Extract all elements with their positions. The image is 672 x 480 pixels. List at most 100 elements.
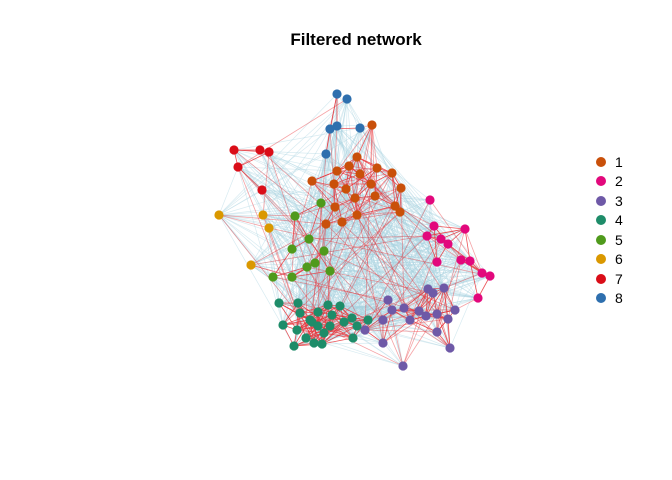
between-cluster-edge bbox=[261, 189, 345, 323]
between-cluster-edge bbox=[336, 125, 389, 301]
between-cluster-edge bbox=[218, 153, 327, 216]
between-cluster-edge bbox=[336, 125, 402, 189]
between-cluster-edge bbox=[314, 261, 438, 264]
within-cluster-edge bbox=[403, 288, 429, 309]
within-cluster-edge bbox=[402, 288, 429, 367]
between-cluster-edge bbox=[323, 250, 389, 301]
between-cluster-edge bbox=[309, 170, 338, 321]
within-cluster-edge bbox=[391, 238, 442, 311]
between-cluster-edge bbox=[314, 124, 373, 264]
between-cluster-edge bbox=[359, 127, 420, 312]
between-cluster-edge bbox=[268, 227, 280, 304]
within-cluster-edge bbox=[320, 202, 325, 252]
within-cluster-edge bbox=[237, 98, 348, 168]
within-cluster-edge bbox=[311, 180, 347, 190]
node-cluster-4 bbox=[289, 341, 299, 351]
between-cluster-edge bbox=[293, 206, 336, 347]
between-cluster-edge bbox=[262, 214, 366, 331]
within-cluster-edge bbox=[261, 189, 310, 240]
between-cluster-edge bbox=[308, 153, 327, 240]
between-cluster-edge bbox=[306, 205, 396, 268]
within-cluster-edge bbox=[402, 313, 438, 367]
node-cluster-1 bbox=[355, 169, 365, 179]
between-cluster-edge bbox=[293, 180, 313, 347]
between-cluster-edge bbox=[291, 125, 338, 250]
between-cluster-edge bbox=[218, 214, 393, 311]
between-cluster-edge bbox=[261, 189, 428, 237]
node-cluster-4 bbox=[325, 321, 335, 331]
between-cluster-edge bbox=[313, 214, 358, 344]
node-cluster-3 bbox=[432, 309, 442, 319]
between-cluster-edge bbox=[233, 149, 405, 309]
between-cluster-edge bbox=[333, 183, 429, 290]
between-cluster-edge bbox=[291, 124, 373, 278]
legend-item-8: 8 bbox=[596, 289, 623, 309]
node-cluster-3 bbox=[439, 283, 449, 293]
between-cluster-edge bbox=[237, 166, 310, 240]
node-cluster-5 bbox=[287, 244, 297, 254]
between-cluster-edge bbox=[278, 214, 358, 304]
between-cluster-edge bbox=[218, 214, 316, 264]
between-cluster-edge bbox=[325, 223, 483, 274]
within-cluster-edge bbox=[370, 124, 373, 185]
node-cluster-2 bbox=[429, 221, 439, 231]
within-cluster-edge bbox=[309, 305, 341, 321]
node-cluster-4 bbox=[301, 333, 311, 343]
between-cluster-edge bbox=[403, 238, 442, 309]
node-cluster-7 bbox=[233, 162, 243, 172]
node-cluster-2 bbox=[477, 268, 487, 278]
between-cluster-edge bbox=[297, 221, 343, 304]
node-cluster-2 bbox=[460, 224, 470, 234]
between-cluster-edge bbox=[306, 153, 327, 268]
between-cluster-edge bbox=[272, 276, 479, 299]
node-cluster-2 bbox=[473, 293, 483, 303]
between-cluster-edge bbox=[346, 98, 456, 311]
between-cluster-edge bbox=[400, 187, 451, 349]
within-cluster-edge bbox=[327, 270, 331, 306]
between-cluster-edge bbox=[343, 205, 396, 323]
between-cluster-edge bbox=[311, 180, 462, 261]
between-cluster-edge bbox=[297, 180, 313, 304]
between-cluster-edge bbox=[320, 188, 347, 204]
node-cluster-5 bbox=[302, 262, 312, 272]
within-cluster-edge bbox=[359, 173, 411, 321]
within-cluster-edge bbox=[364, 299, 389, 331]
node-cluster-4 bbox=[317, 339, 327, 349]
node-cluster-2 bbox=[436, 234, 446, 244]
between-cluster-edge bbox=[336, 170, 442, 240]
between-cluster-edge bbox=[237, 166, 449, 320]
between-cluster-edge bbox=[370, 183, 466, 230]
between-cluster-edge bbox=[352, 307, 405, 339]
within-cluster-edge bbox=[364, 329, 438, 333]
within-cluster-edge bbox=[409, 288, 429, 321]
between-cluster-edge bbox=[218, 214, 449, 245]
legend-item-2: 2 bbox=[596, 172, 623, 192]
between-cluster-edge bbox=[321, 342, 384, 345]
node-cluster-4 bbox=[309, 338, 319, 348]
within-cluster-edge bbox=[382, 319, 411, 344]
node-cluster-1 bbox=[387, 168, 397, 178]
within-cluster-edge bbox=[354, 124, 373, 199]
between-cluster-edge bbox=[250, 264, 429, 290]
within-cluster-edge bbox=[291, 276, 319, 313]
between-cluster-edge bbox=[314, 262, 404, 367]
between-cluster-edge bbox=[259, 149, 310, 240]
between-cluster-edge bbox=[233, 149, 333, 316]
within-cluster-edge bbox=[262, 151, 270, 216]
node-cluster-4 bbox=[293, 298, 303, 308]
between-cluster-edge bbox=[291, 248, 445, 289]
node-cluster-1 bbox=[332, 166, 342, 176]
within-cluster-edge bbox=[259, 149, 449, 320]
within-cluster-edge bbox=[436, 313, 451, 349]
within-cluster-edge bbox=[370, 183, 396, 207]
node-cluster-7 bbox=[229, 145, 239, 155]
within-cluster-edge bbox=[469, 260, 479, 299]
between-cluster-edge bbox=[297, 153, 327, 304]
within-cluster-edge bbox=[333, 173, 361, 185]
between-cluster-edge bbox=[218, 202, 322, 216]
node-cluster-5 bbox=[268, 272, 278, 282]
between-cluster-edge bbox=[425, 199, 431, 317]
within-cluster-edge bbox=[323, 250, 456, 311]
between-cluster-edge bbox=[343, 172, 393, 323]
node-cluster-2 bbox=[465, 256, 475, 266]
